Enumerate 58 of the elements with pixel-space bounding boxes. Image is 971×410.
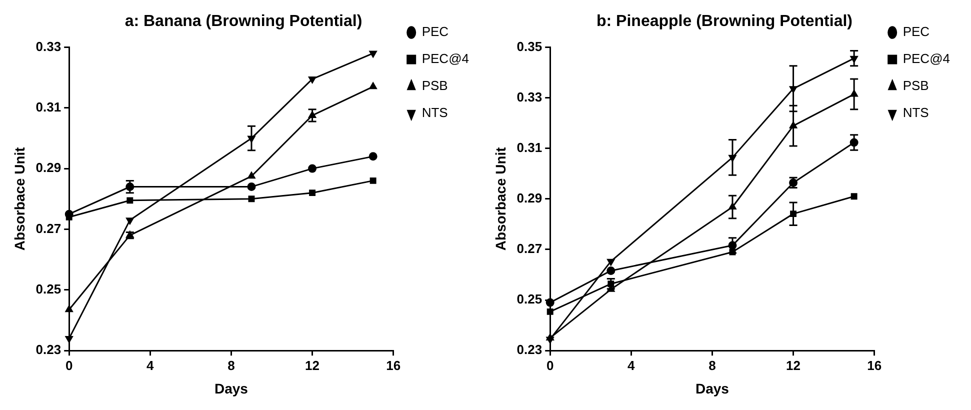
y-tick-label: 0.25 — [36, 282, 62, 296]
point — [248, 172, 256, 179]
point — [65, 305, 73, 312]
x-tick-label: 12 — [786, 358, 801, 373]
x-axis-title: Days — [214, 380, 248, 396]
x-tick-label: 16 — [386, 358, 401, 373]
x-tick-label: 0 — [546, 358, 554, 373]
y-tick-label: 0.31 — [36, 99, 62, 114]
point — [126, 197, 134, 204]
y-tick-label: 0.29 — [36, 160, 62, 176]
point — [126, 218, 134, 224]
y-tick-label: 0.31 — [516, 140, 542, 155]
chart-title: b: Pineapple (Browning Potential) — [596, 13, 852, 30]
x-tick-label: 8 — [228, 358, 235, 373]
legend-label: PEC@4 — [422, 51, 470, 66]
point — [308, 164, 317, 173]
legend-label: PEC — [902, 24, 930, 40]
point — [368, 152, 378, 161]
legend-label: NTS — [422, 105, 448, 120]
y-axis-title: Absorbace Unit — [11, 146, 28, 251]
y-tick-label: 0.23 — [36, 342, 62, 358]
x-tick-label: 8 — [708, 358, 716, 373]
y-tick-label: 0.27 — [516, 241, 542, 256]
y-tick-label: 0.33 — [36, 38, 62, 54]
y-tick-label: 0.25 — [516, 292, 542, 307]
y-axis-title: Absorbace Unit — [492, 146, 508, 251]
legend-label: PSB — [902, 78, 929, 94]
x-tick-label: 4 — [146, 358, 155, 373]
legend-label: PEC@4 — [902, 51, 950, 66]
point — [850, 193, 858, 200]
point — [65, 336, 73, 343]
x-tick-label: 16 — [867, 358, 882, 373]
point — [248, 196, 255, 202]
point — [370, 177, 376, 184]
point — [309, 190, 316, 196]
point — [64, 210, 74, 218]
y-tick-label: 0.27 — [36, 220, 62, 236]
point — [247, 182, 256, 192]
y-tick-label: 0.23 — [516, 342, 542, 358]
chart-title: a: Banana (Browning Potential) — [124, 13, 362, 30]
point — [607, 258, 615, 266]
x-tick-label: 0 — [65, 358, 73, 373]
legend-label: PSB — [422, 78, 448, 94]
point — [369, 50, 377, 58]
point — [546, 298, 554, 307]
point — [369, 82, 377, 90]
legend-label: PEC — [422, 24, 449, 40]
x-axis-title: Days — [695, 380, 730, 396]
point — [606, 266, 616, 275]
point — [308, 76, 316, 84]
x-tick-label: 12 — [305, 358, 320, 373]
point — [546, 308, 554, 315]
y-tick-label: 0.29 — [516, 190, 542, 206]
legend-label: NTS — [902, 105, 930, 120]
y-tick-label: 0.33 — [516, 89, 542, 104]
point — [546, 334, 554, 340]
x-tick-label: 4 — [628, 358, 636, 373]
y-tick-label: 0.35 — [516, 38, 542, 54]
